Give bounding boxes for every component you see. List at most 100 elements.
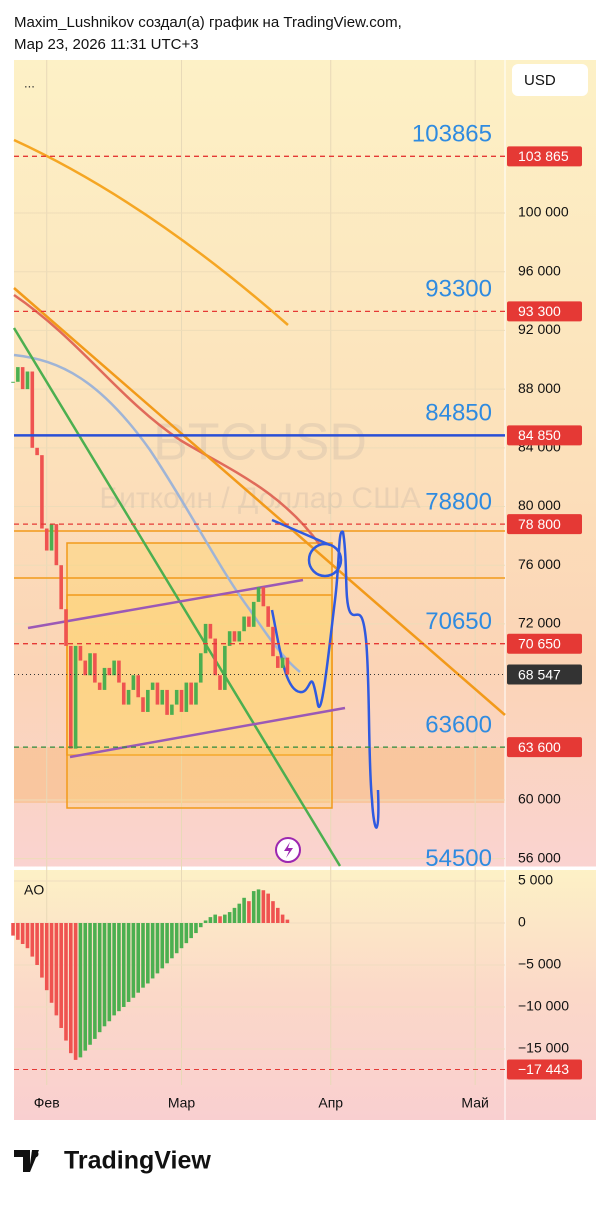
candle [88,653,92,676]
ao-bar [165,922,169,964]
y-tick-label: 0 [518,914,526,930]
y-tick-label: 72 000 [518,615,561,631]
candle [198,653,203,683]
y-tick-label: 96 000 [518,262,561,278]
y-tick-label: −15 000 [518,1040,569,1056]
ao-bar [271,901,275,923]
ao-bar [126,922,131,1002]
level-tag-label: 84 850 [518,427,561,443]
ao-bar [213,914,218,923]
last-price-label: 68 547 [518,666,561,682]
level-tag [507,514,582,535]
candle [121,682,126,705]
ao-bar [174,922,179,954]
candle [179,689,184,712]
level-tag [507,737,582,758]
ao-bar [49,922,54,1003]
author-line: Maxim_Lushnikov создал(а) график на Trad… [14,14,402,31]
y-tick-label: 92 000 [518,321,561,337]
candle [11,381,15,383]
min-tag [507,1059,582,1080]
ao-bar [150,922,155,979]
candle [160,689,165,705]
y-tick-label: −10 000 [518,998,569,1014]
candle [271,626,275,657]
candle [218,675,222,690]
candle [136,675,140,698]
x-tick-label: Мар [168,1095,196,1111]
ao-bar [59,922,63,1028]
ao-bar [218,916,222,923]
ao-bar [256,889,261,923]
candle [213,638,218,676]
level-label: 78800 [425,488,492,515]
y-tick-label: 56 000 [518,849,561,865]
ao-bar [237,903,242,923]
level-tag-label: 78 800 [518,516,561,532]
event-icon-bolt [284,842,293,858]
candle [155,682,160,705]
ao-bar [136,922,140,993]
ao-bar [54,922,59,1016]
y-tick-label: 76 000 [518,556,561,572]
ao-bar [179,922,184,949]
candle [184,682,189,712]
ao-bar [117,922,121,1012]
candle [49,524,54,551]
ao-bar [25,922,30,949]
y-tick-label: 5 000 [518,872,553,888]
candle [150,682,155,690]
ao-bar [227,912,232,923]
ao-bar [121,922,126,1007]
candle [232,631,237,642]
candle [97,682,102,690]
ao-bar [184,922,189,944]
candle [208,623,213,639]
candle [146,689,150,712]
ao-bar [280,914,285,923]
level-label: 93300 [425,276,492,303]
ao-bar [208,917,213,923]
y-tick-label: −5 000 [518,956,561,972]
ao-bar [223,914,227,923]
candle [280,657,285,668]
candle [170,704,174,715]
level-tag [507,425,582,446]
ao-bar [64,922,68,1041]
level-tag-label: 103 865 [518,148,569,164]
candle [275,656,280,668]
level-tag [507,301,582,322]
level-tag [507,633,582,654]
candle [54,524,59,566]
ao-bar [40,922,44,978]
moving-average [13,293,322,546]
level-tag-label: 93 300 [518,303,561,319]
y-tick-label: 88 000 [518,380,561,396]
candle [102,667,107,690]
ao-bar [275,907,280,923]
ao-bar [194,922,198,934]
level-label: 70650 [425,608,492,635]
candle [174,689,179,705]
ao-bar [155,922,160,974]
currency-label[interactable]: USD [524,72,556,89]
candle [223,645,227,690]
ao-bar [88,922,92,1045]
ao-bar [16,922,20,940]
ao-bar [232,907,237,923]
candle [285,657,290,675]
ao-bar [131,922,136,998]
currency-button[interactable] [512,64,588,96]
moving-average [13,138,289,326]
candle [40,455,44,529]
ao-bar [266,893,270,923]
candle [165,689,169,715]
ao-bar [97,922,102,1033]
candle [251,601,256,627]
level-tag [507,146,582,167]
legend-toggle[interactable]: ... [24,75,35,90]
ao-bar [78,922,83,1058]
